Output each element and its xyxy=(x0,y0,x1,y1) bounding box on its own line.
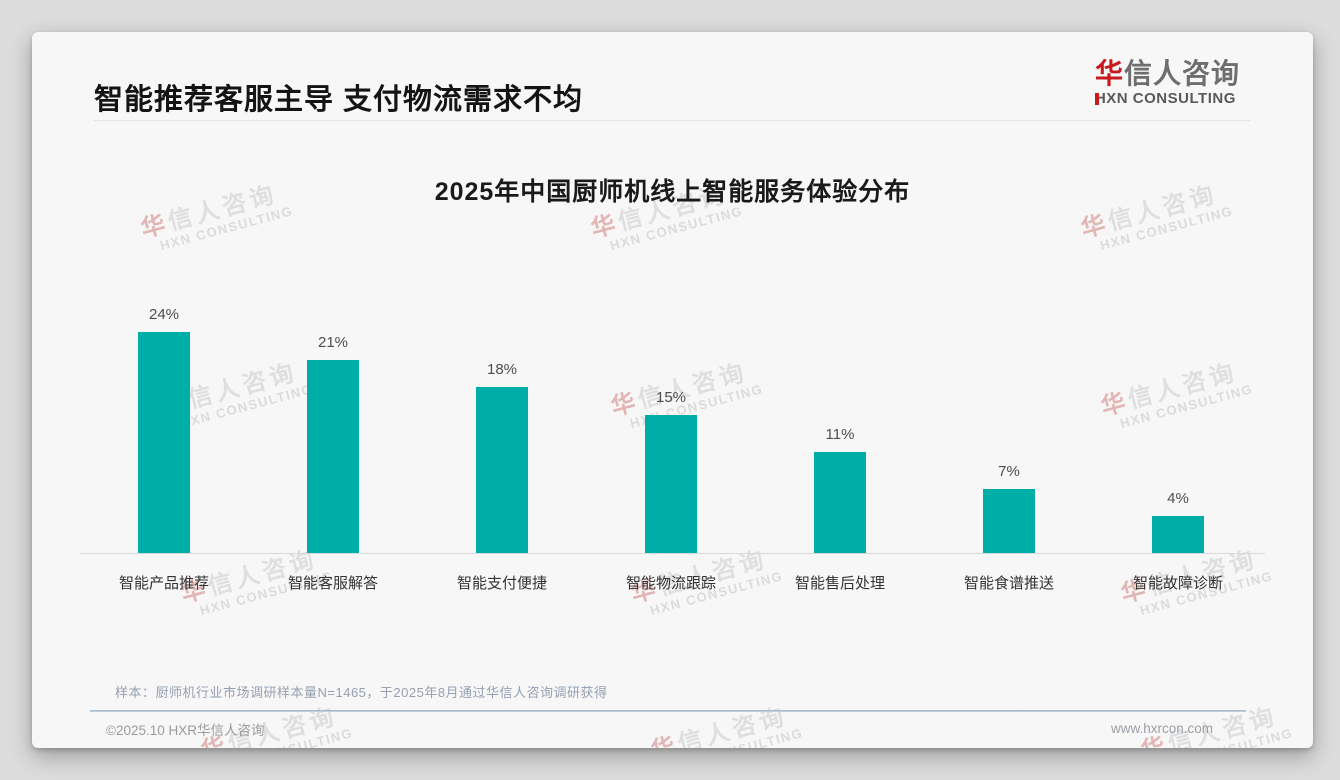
bar-value-label: 15% xyxy=(655,389,687,406)
bar-category-label: 智能物流跟踪 xyxy=(625,575,716,592)
logo-chinese-name: 华信人咨询 xyxy=(1095,58,1240,90)
bar-value-label: 24% xyxy=(148,306,180,323)
page-title: 智能推荐客服主导 支付物流需求不均 xyxy=(94,84,584,116)
bar-value-label: 18% xyxy=(486,361,518,378)
bar xyxy=(983,489,1035,553)
logo-gray-characters: 信人咨询 xyxy=(1123,58,1240,89)
sample-note: 样本：厨师机行业市场调研样本量N=1465，于2025年8月通过华信人咨询调研获… xyxy=(115,685,608,700)
logo-red-mark-icon xyxy=(1094,93,1099,105)
bar-category-label: 智能支付便捷 xyxy=(456,575,547,592)
bar-value-label: 7% xyxy=(998,463,1020,480)
bar-value-label: 11% xyxy=(825,426,855,443)
bar-category-label: 智能客服解答 xyxy=(287,575,378,592)
logo-red-character: 华 xyxy=(1094,58,1124,89)
bar xyxy=(307,360,359,553)
header-divider xyxy=(94,120,1250,121)
copyright-text: ©2025.10 HXR华信人咨询 xyxy=(106,723,265,738)
bar-chart: 24% 智能产品推荐 21% 智能客服解答 18% 智能支付便捷 15% 智能物流跟踪 11% 智… xyxy=(80,232,1265,592)
bar-category-label: 智能售后处理 xyxy=(794,575,885,592)
bar xyxy=(476,387,528,553)
slide-card: 华信人咨询 HXN CONSULTING 华信人咨询 HXN CONSULTING 华信… xyxy=(32,32,1313,748)
bar xyxy=(1152,516,1204,553)
bar-category-label: 智能故障诊断 xyxy=(1132,575,1223,592)
bar-value-label: 21% xyxy=(317,334,349,351)
slide-content: 智能推荐客服主导 支付物流需求不均 华信人咨询 HXN CONSULTING 2… xyxy=(32,32,1313,748)
bar-category-label: 智能食谱推送 xyxy=(963,575,1054,592)
company-logo: 华信人咨询 HXN CONSULTING xyxy=(1094,58,1240,108)
bar-category-label: 智能产品推荐 xyxy=(118,575,209,592)
bar xyxy=(138,332,190,553)
bar-value-label: 4% xyxy=(1167,490,1189,507)
bar xyxy=(814,452,866,553)
x-axis-line xyxy=(80,553,1265,554)
website-text: www.hxrcon.com xyxy=(1110,721,1213,736)
footer-divider xyxy=(90,710,1246,712)
logo-english-text: HXN CONSULTING xyxy=(1094,90,1236,107)
bar xyxy=(645,415,697,553)
chart-title: 2025年中国厨师机线上智能服务体验分布 xyxy=(434,178,911,206)
logo-english-name: HXN CONSULTING xyxy=(1094,90,1240,108)
